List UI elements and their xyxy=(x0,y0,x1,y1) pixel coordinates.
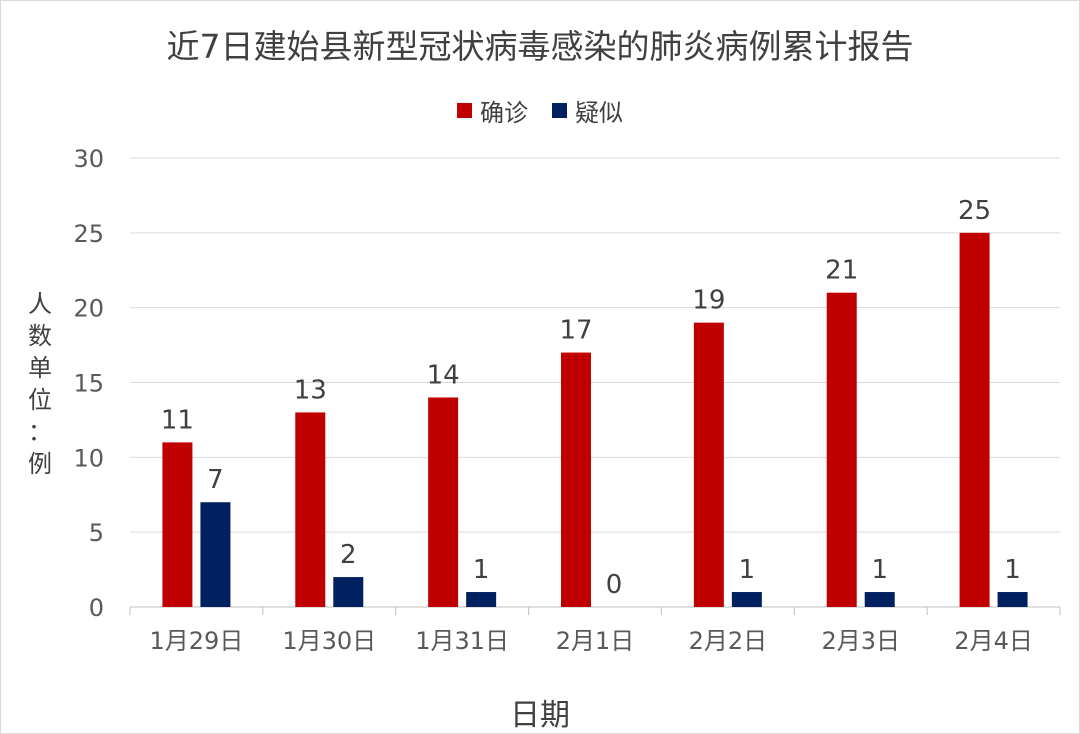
data-label-suspected: 1 xyxy=(1004,555,1021,585)
data-label-confirmed: 14 xyxy=(427,360,460,390)
y-tick-label: 30 xyxy=(73,145,104,173)
data-label-suspected: 2 xyxy=(340,540,357,570)
bar-suspected xyxy=(466,592,497,607)
data-label-suspected: 0 xyxy=(606,570,623,600)
data-label-confirmed: 13 xyxy=(294,375,327,405)
data-label-suspected: 1 xyxy=(871,555,888,585)
data-label-confirmed: 11 xyxy=(161,405,194,435)
x-tick-label: 1月31日 xyxy=(415,627,509,655)
data-label-confirmed: 21 xyxy=(825,256,858,286)
y-axis-label-char: 单 xyxy=(28,354,52,382)
x-tick-label: 2月3日 xyxy=(821,627,900,655)
x-tick-label: 1月29日 xyxy=(150,627,244,655)
bar-confirmed xyxy=(959,232,990,608)
bar-confirmed xyxy=(561,352,591,607)
bar-suspected xyxy=(864,592,895,607)
x-axis-label: 日期 xyxy=(510,698,570,733)
bar-suspected xyxy=(731,592,762,607)
x-tick-label: 1月30日 xyxy=(282,627,376,655)
legend-label-confirmed: 确诊 xyxy=(480,99,528,127)
y-tick-label: 20 xyxy=(73,295,104,323)
data-label-confirmed: 19 xyxy=(692,286,725,316)
bar-suspected xyxy=(997,592,1028,607)
bar-suspected xyxy=(333,577,364,607)
legend-item-suspected: 疑似 xyxy=(552,93,623,128)
bar-confirmed xyxy=(428,397,459,607)
x-tick-label: 2月4日 xyxy=(954,627,1033,655)
data-label-suspected: 1 xyxy=(473,555,490,585)
bar-confirmed xyxy=(693,322,724,607)
y-tick-label: 0 xyxy=(89,594,104,622)
chart-legend: 确诊 疑似 xyxy=(0,93,1080,128)
data-label-suspected: 1 xyxy=(739,555,756,585)
data-label-suspected: 7 xyxy=(207,465,224,495)
data-label-confirmed: 25 xyxy=(958,196,991,226)
legend-item-confirmed: 确诊 xyxy=(457,93,528,128)
x-tick-label: 2月1日 xyxy=(556,627,635,655)
legend-swatch-confirmed xyxy=(457,103,472,118)
data-label-confirmed: 17 xyxy=(559,316,592,346)
y-tick-label: 25 xyxy=(73,220,104,248)
chart-title: 近7日建始县新型冠状病毒感染的肺炎病例累计报告 xyxy=(166,27,914,66)
x-tick-label: 2月2日 xyxy=(689,627,768,655)
y-tick-label: 10 xyxy=(73,444,104,472)
bar-confirmed xyxy=(295,412,326,607)
bar-suspected xyxy=(200,502,231,607)
legend-swatch-suspected xyxy=(552,103,567,118)
y-axis-label-char: 例 xyxy=(28,450,52,478)
bar-confirmed xyxy=(162,442,193,607)
y-axis-label-char: ： xyxy=(28,418,52,446)
y-axis-label-char: 人 xyxy=(28,290,52,318)
y-axis-label-char: 位 xyxy=(28,386,52,414)
legend-label-suspected: 疑似 xyxy=(575,99,623,127)
bar-confirmed xyxy=(826,292,857,607)
y-tick-label: 5 xyxy=(89,519,104,547)
y-axis-label: 人 数 单 位 ： 例 xyxy=(18,288,62,480)
y-tick-label: 15 xyxy=(73,370,104,398)
y-axis-label-char: 数 xyxy=(28,322,52,350)
